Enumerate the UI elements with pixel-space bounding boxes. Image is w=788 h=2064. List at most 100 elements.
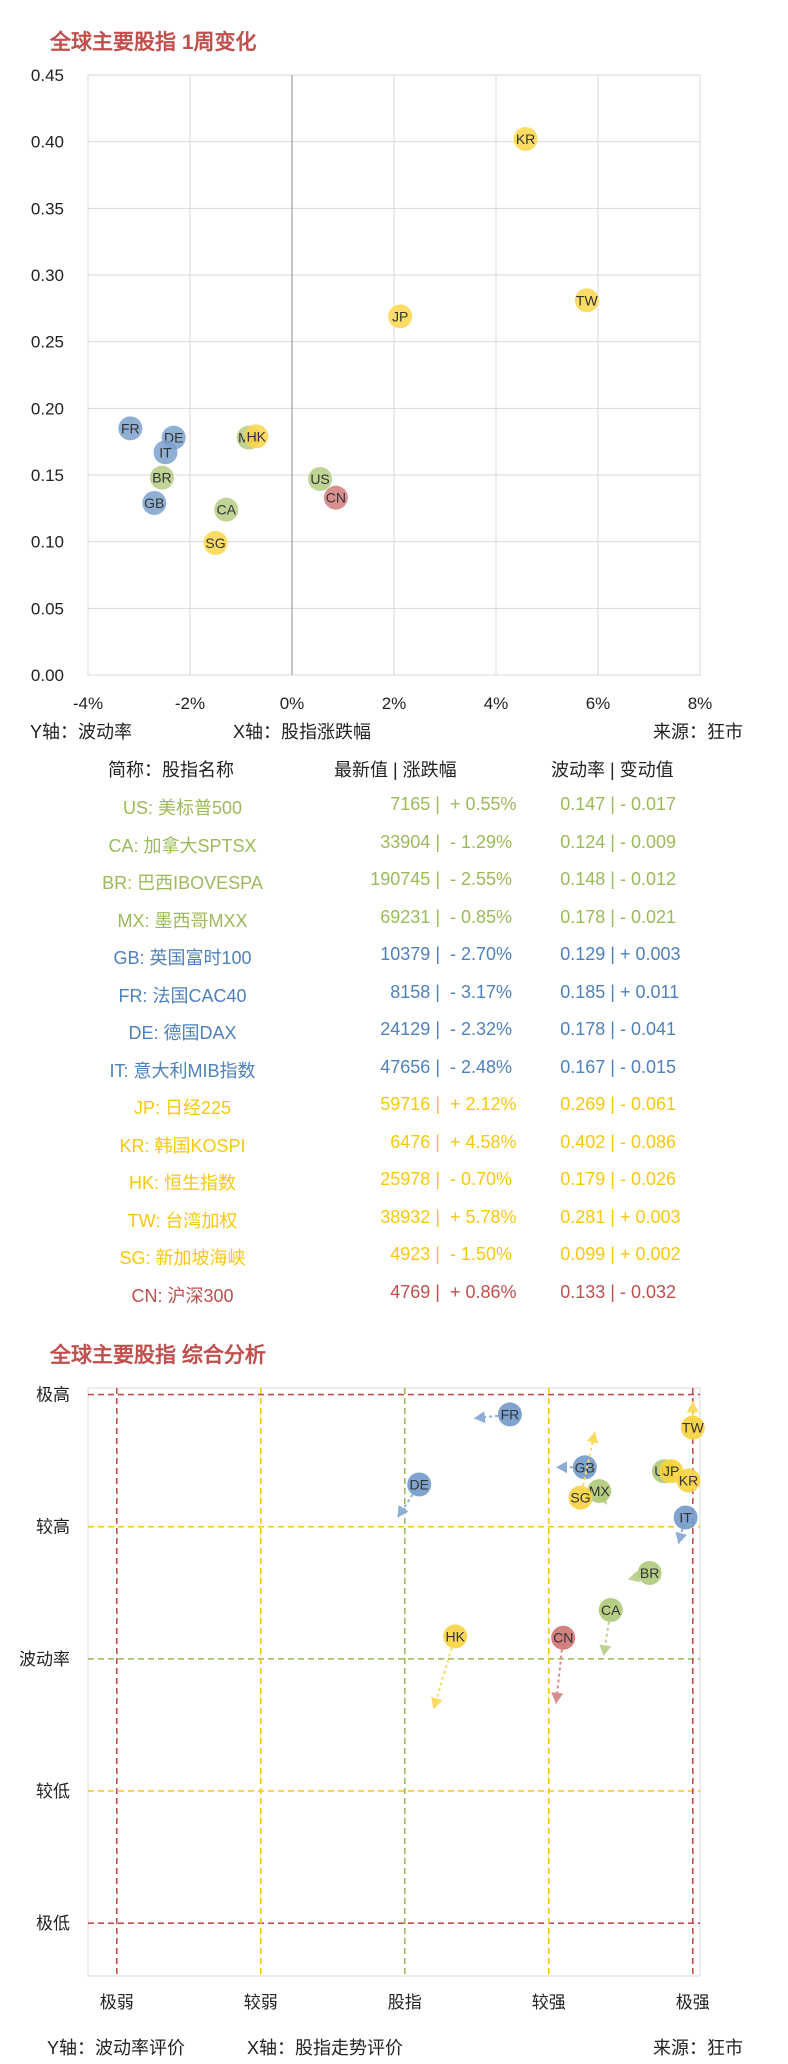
volatility-change: - 0.086 bbox=[620, 1132, 740, 1153]
table-row: KR: 韩国KOSPI 6476 | + 4.58% 0.402 | - 0.086 bbox=[0, 1132, 788, 1168]
latest-value: 25978 | bbox=[310, 1169, 440, 1190]
latest-value: 24129 | bbox=[310, 1019, 440, 1040]
chart1-y-tick-label: 0.30 bbox=[31, 266, 64, 285]
chart1-x-note: X轴：股指涨跌幅 bbox=[233, 718, 371, 744]
chart2-point-label-gb: GB bbox=[575, 1459, 595, 1475]
volatility-change: - 0.012 bbox=[620, 869, 740, 890]
chart1-y-tick-label: 0.15 bbox=[31, 466, 64, 485]
chart2-point-label-cn: CN bbox=[553, 1630, 573, 1646]
chart2-point-label-ca: CA bbox=[601, 1602, 621, 1618]
volatility: 0.402 | bbox=[545, 1132, 615, 1153]
table-row: BR: 巴西IBOVESPA 190745 | - 2.55% 0.148 | - 0.… bbox=[0, 869, 788, 905]
chart2-point-label-sg: SG bbox=[570, 1490, 590, 1506]
latest-value: 4769 | bbox=[310, 1282, 440, 1303]
chart1-y-tick-label: 0.10 bbox=[31, 533, 64, 552]
chart1-point-label-it: IT bbox=[159, 444, 172, 460]
volatility-change: - 0.015 bbox=[620, 1057, 740, 1078]
table-row: SG: 新加坡海峡 4923 | - 1.50% 0.099 | + 0.002 bbox=[0, 1244, 788, 1280]
volatility-change: - 0.061 bbox=[620, 1094, 740, 1115]
volatility: 0.148 | bbox=[545, 869, 615, 890]
volatility: 0.185 | bbox=[545, 982, 615, 1003]
table-row: DE: 德国DAX 24129 | - 2.32% 0.178 | - 0.041 bbox=[0, 1019, 788, 1055]
chart2-scatter: 极低较低波动率较高极高极弱较弱股指较强极强FRDEGBITUSMXBRCATWJ… bbox=[0, 1360, 788, 2064]
chart1-scatter: 0.000.050.100.150.200.250.300.350.400.45… bbox=[0, 0, 788, 720]
latest-value: 7165 | bbox=[310, 794, 440, 815]
chart1-x-tick-label: -2% bbox=[175, 694, 205, 713]
chart2-trend-arrowhead-gb bbox=[556, 1461, 567, 1473]
volatility-change: - 0.009 bbox=[620, 832, 740, 853]
chart1-x-tick-label: -4% bbox=[73, 694, 103, 713]
volatility: 0.133 | bbox=[545, 1282, 615, 1303]
chart1-x-tick-label: 8% bbox=[688, 694, 713, 713]
chart2-y-category-label: 波动率 bbox=[19, 1650, 70, 1669]
table-row: CN: 沪深300 4769 | + 0.86% 0.133 | - 0.032 bbox=[0, 1282, 788, 1318]
chart1-y-tick-label: 0.45 bbox=[31, 66, 64, 85]
latest-value: 8158 | bbox=[310, 982, 440, 1003]
chart1-point-label-br: BR bbox=[152, 470, 171, 486]
chart2-y-note: Y轴：波动率评价 bbox=[47, 2034, 185, 2060]
latest-value: 38932 | bbox=[310, 1207, 440, 1228]
volatility: 0.099 | bbox=[545, 1244, 615, 1265]
chart2-point-label-it: IT bbox=[679, 1509, 692, 1525]
table-header-name: 简称：股指名称 bbox=[108, 756, 234, 782]
volatility-change: + 0.003 bbox=[620, 944, 740, 965]
chart1-y-tick-label: 0.35 bbox=[31, 199, 64, 218]
table-row: US: 美标普500 7165 | + 0.55% 0.147 | - 0.017 bbox=[0, 794, 788, 830]
volatility-change: + 0.003 bbox=[620, 1207, 740, 1228]
volatility-change: - 0.041 bbox=[620, 1019, 740, 1040]
volatility-change: - 0.021 bbox=[620, 907, 740, 928]
chart2-trend-arrowhead-hk bbox=[431, 1697, 443, 1709]
latest-value: 59716 | bbox=[310, 1094, 440, 1115]
chart1-point-label-jp: JP bbox=[392, 308, 408, 324]
chart2-plot-area bbox=[88, 1388, 700, 1976]
chart1-x-tick-label: 4% bbox=[484, 694, 509, 713]
chart2-x-note: X轴：股指走势评价 bbox=[247, 2034, 403, 2060]
chart2-y-category-label: 极低 bbox=[36, 1914, 70, 1933]
volatility: 0.269 | bbox=[545, 1094, 615, 1115]
table-row: HK: 恒生指数 25978 | - 0.70% 0.179 | - 0.026 bbox=[0, 1169, 788, 1205]
table-row: CA: 加拿大SPTSX 33904 | - 1.29% 0.124 | - 0.009 bbox=[0, 832, 788, 868]
latest-value: 4923 | bbox=[310, 1244, 440, 1265]
chart2-y-category-label: 极高 bbox=[36, 1386, 70, 1405]
chart2-y-category-label: 较高 bbox=[36, 1518, 70, 1537]
chart2-x-category-label: 较弱 bbox=[244, 1993, 278, 2012]
latest-value: 47656 | bbox=[310, 1057, 440, 1078]
chart1-y-tick-label: 0.05 bbox=[31, 599, 64, 618]
chart1-y-note: Y轴：波动率 bbox=[30, 718, 132, 744]
chart1-point-label-gb: GB bbox=[144, 495, 164, 511]
volatility-change: - 0.017 bbox=[620, 794, 740, 815]
chart2-point-label-fr: FR bbox=[501, 1406, 520, 1422]
chart2-x-category-label: 较强 bbox=[532, 1993, 566, 2012]
table-row: GB: 英国富时100 10379 | - 2.70% 0.129 | + 0.003 bbox=[0, 944, 788, 980]
volatility-change: - 0.032 bbox=[620, 1282, 740, 1303]
volatility: 0.178 | bbox=[545, 1019, 615, 1040]
volatility: 0.124 | bbox=[545, 832, 615, 853]
chart1-x-tick-label: 0% bbox=[280, 694, 305, 713]
chart2-trend-arrowhead-de bbox=[398, 1505, 409, 1518]
chart2-point-label-de: DE bbox=[409, 1476, 428, 1492]
chart2-x-category-label: 极强 bbox=[676, 1993, 710, 2012]
chart1-y-tick-label: 0.00 bbox=[31, 666, 64, 685]
table-row: MX: 墨西哥MXX 69231 | - 0.85% 0.178 | - 0.021 bbox=[0, 907, 788, 943]
latest-value: 69231 | bbox=[310, 907, 440, 928]
volatility: 0.179 | bbox=[545, 1169, 615, 1190]
chart1-y-tick-label: 0.40 bbox=[31, 133, 64, 152]
table-row: FR: 法国CAC40 8158 | - 3.17% 0.185 | + 0.011 bbox=[0, 982, 788, 1018]
chart2-x-category-label: 股指 bbox=[388, 1993, 422, 2012]
chart1-y-tick-label: 0.20 bbox=[31, 399, 64, 418]
volatility: 0.147 | bbox=[545, 794, 615, 815]
chart1-x-tick-label: 2% bbox=[382, 694, 407, 713]
volatility: 0.281 | bbox=[545, 1207, 615, 1228]
chart2-trend-arrowhead-fr bbox=[474, 1411, 486, 1423]
chart2-trend-arrowhead-cn bbox=[551, 1692, 563, 1704]
table-header-latest: 最新值 | 涨跌幅 bbox=[334, 756, 457, 782]
chart1-point-label-sg: SG bbox=[205, 535, 225, 551]
chart2-point-label-br: BR bbox=[640, 1565, 659, 1581]
chart2-point-label-tw: TW bbox=[682, 1420, 705, 1436]
table-row: TW: 台湾加权 38932 | + 5.78% 0.281 | + 0.003 bbox=[0, 1207, 788, 1243]
chart1-point-label-ca: CA bbox=[216, 502, 236, 518]
chart2-trend-arrowhead-ca bbox=[599, 1644, 611, 1656]
chart2-y-category-label: 较低 bbox=[36, 1782, 70, 1801]
volatility: 0.178 | bbox=[545, 907, 615, 928]
latest-value: 10379 | bbox=[310, 944, 440, 965]
